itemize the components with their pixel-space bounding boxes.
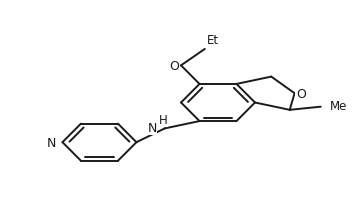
Text: Me: Me [329,100,347,113]
Text: H: H [159,114,167,127]
Text: N: N [147,121,157,134]
Text: Et: Et [207,34,219,47]
Text: N: N [47,136,56,149]
Text: O: O [170,60,180,73]
Text: O: O [296,87,306,100]
